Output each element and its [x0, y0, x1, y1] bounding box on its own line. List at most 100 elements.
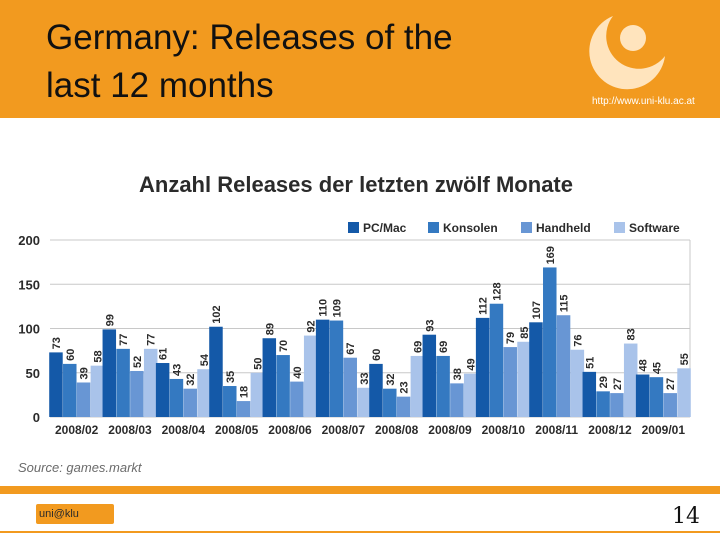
slide-header: Germany: Releases of the last 12 months … [0, 0, 720, 118]
x-tick-label: 2008/03 [108, 423, 152, 437]
bar [236, 401, 251, 417]
bar-value-label: 89 [264, 323, 276, 335]
bar-value-label: 27 [665, 378, 677, 390]
y-tick-label: 100 [18, 322, 40, 337]
bar [596, 391, 610, 417]
releases-chart: Anzahl Releases der letzten zwölf Monate… [18, 172, 691, 437]
bar [183, 388, 197, 417]
bar-value-label: 99 [104, 314, 116, 326]
x-tick-label: 2008/07 [322, 423, 366, 437]
bar [130, 370, 144, 417]
bar-value-label: 73 [51, 337, 63, 349]
bar [303, 335, 318, 417]
bar-value-label: 61 [158, 348, 170, 360]
bar [463, 373, 478, 417]
bar [90, 365, 105, 417]
bar-value-label: 52 [132, 356, 144, 368]
bar-value-label: 60 [65, 349, 77, 361]
y-tick-label: 0 [33, 410, 40, 425]
bar [49, 352, 63, 417]
bar [63, 363, 77, 417]
bar [436, 355, 450, 417]
title-line-1: Germany: Releases of the [46, 18, 453, 57]
bar-value-label: 35 [225, 371, 237, 383]
bar-value-label: 102 [211, 305, 223, 323]
bar [262, 338, 277, 417]
x-tick-label: 2008/02 [55, 423, 99, 437]
bar [623, 343, 638, 417]
bar [329, 320, 344, 417]
page-number: 14 [672, 504, 700, 529]
bar [677, 368, 691, 417]
bar [223, 386, 237, 417]
slide-title: Germany: Releases of the last 12 months [46, 14, 566, 110]
x-tick-label: 2008/09 [428, 423, 472, 437]
bar-value-label: 76 [572, 334, 584, 346]
bar-value-label: 69 [412, 341, 424, 353]
bar [556, 315, 571, 417]
title-line-2: last 12 months [46, 66, 274, 105]
footer-bar [0, 486, 720, 494]
x-tick-label: 2008/10 [482, 423, 526, 437]
bar [250, 372, 265, 417]
university-logo-icon [589, 16, 665, 90]
bar-value-label: 93 [424, 319, 436, 331]
bar [475, 317, 490, 417]
legend-swatch [428, 222, 439, 233]
chart-legend: PC/Mac Konsolen Handheld Software [348, 221, 680, 235]
header-url[interactable]: http://www.uni-klu.ac.at [592, 96, 695, 107]
bar [489, 303, 504, 417]
bar-value-label: 33 [359, 373, 371, 385]
bar-value-label: 92 [306, 320, 318, 332]
bar-value-label: 50 [252, 358, 264, 370]
bar [529, 322, 543, 417]
chart-bars: 7360395899775277614332541023518508970409… [49, 246, 691, 417]
y-axis: 0 50 100 150 200 [18, 233, 40, 425]
bar-value-label: 85 [519, 327, 531, 339]
y-tick-label: 50 [26, 366, 40, 381]
bar [503, 347, 517, 417]
x-tick-label: 2008/08 [375, 423, 419, 437]
bar-value-label: 27 [612, 378, 624, 390]
x-tick-label: 2008/05 [215, 423, 259, 437]
bar [357, 387, 371, 417]
bar [582, 371, 597, 417]
bar-value-label: 32 [385, 373, 397, 385]
x-tick-label: 2009/01 [642, 423, 686, 437]
bar-value-label: 48 [638, 359, 650, 371]
bar-value-label: 38 [452, 368, 464, 380]
bar-value-label: 58 [92, 350, 104, 362]
bar [315, 319, 330, 417]
x-axis: 2008/02 2008/03 2008/04 2008/05 2008/06 2008/… [55, 423, 685, 437]
bar-value-label: 23 [399, 381, 411, 393]
legend-label: PC/Mac [363, 221, 407, 235]
legend-label: Software [629, 221, 680, 235]
bar-value-label: 45 [651, 362, 663, 374]
bar-value-label: 32 [185, 373, 197, 385]
bar-value-label: 60 [371, 349, 383, 361]
legend-swatch [521, 222, 532, 233]
x-tick-label: 2008/06 [268, 423, 312, 437]
bar-value-label: 67 [345, 342, 357, 354]
bar [369, 363, 383, 417]
bar [410, 355, 425, 417]
bar-value-label: 169 [545, 246, 557, 264]
bar-value-label: 39 [79, 367, 91, 379]
bar-value-label: 110 [318, 299, 330, 317]
chart-title: Anzahl Releases der letzten zwölf Monate [139, 172, 573, 197]
y-tick-label: 200 [18, 233, 40, 248]
bar-value-label: 70 [278, 340, 290, 352]
bar [143, 348, 158, 417]
bar [422, 334, 437, 417]
bar [649, 377, 664, 417]
bar-value-label: 112 [478, 297, 490, 315]
bar-value-label: 79 [505, 332, 517, 344]
bar [663, 393, 677, 417]
bar [209, 326, 223, 417]
legend-swatch [348, 222, 359, 233]
bar [610, 393, 624, 417]
bar [76, 382, 91, 417]
bar [197, 369, 211, 417]
footer-logo-text: uni@klu [39, 508, 79, 520]
bar-value-label: 77 [118, 334, 130, 346]
